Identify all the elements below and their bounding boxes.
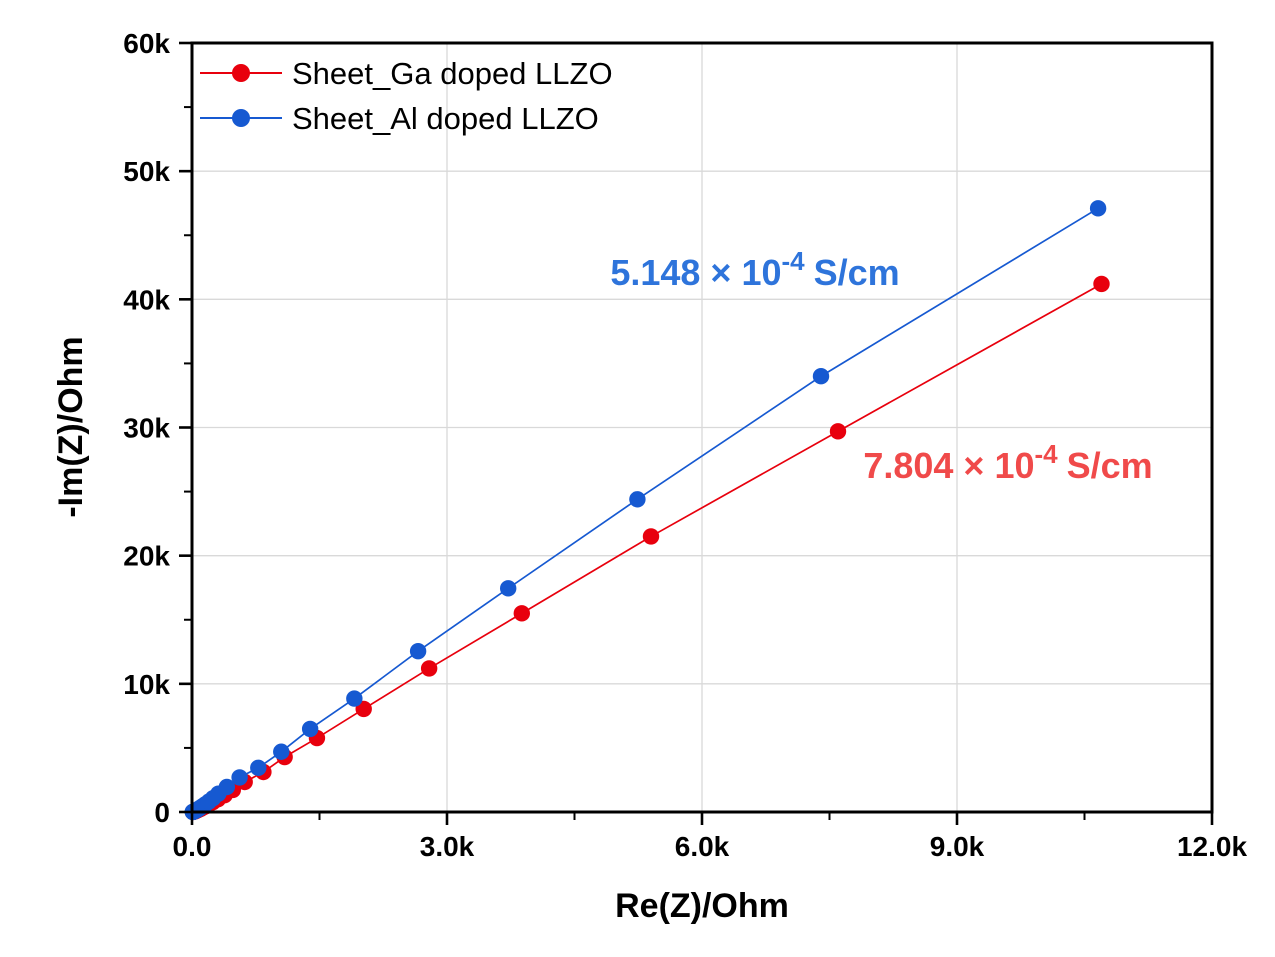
axis-ticks	[179, 41, 1214, 825]
data-point-series-1	[218, 778, 236, 796]
conductivity-annotation-al: 5.148 × 10-4 S/cm	[610, 246, 899, 293]
data-series-layer	[184, 200, 1110, 821]
legend-label-al-doped: Sheet_Al doped LLZO	[292, 101, 599, 136]
annotation-exponent: -4	[782, 246, 806, 276]
data-point-series-1	[1089, 200, 1107, 217]
data-point-series-1	[409, 642, 427, 660]
data-point-series-1	[812, 368, 830, 385]
y-tick-label: 30k	[123, 413, 170, 444]
annotation-value: 7.804 × 10	[863, 445, 1034, 486]
x-axis-title: Re(Z)/Ohm	[615, 887, 789, 925]
annotation-unit: S/cm	[814, 252, 900, 293]
legend-marker-layer	[200, 64, 282, 127]
y-tick-label: 0	[154, 797, 170, 828]
y-tick-label: 10k	[123, 669, 170, 700]
data-point-series-0	[513, 605, 530, 622]
y-tick-label: 40k	[123, 284, 170, 315]
y-tick-label: 20k	[123, 541, 170, 572]
x-tick-label: 0.0	[173, 831, 212, 862]
axis-tick-labels: 0.0 3.0k 6.0k 9.0k 12.0k 0 10k 20k 30k 40k 50k 60k	[123, 28, 1247, 862]
data-point-series-1	[231, 769, 248, 786]
y-tick-label: 60k	[123, 28, 170, 59]
x-tick-label: 6.0k	[675, 831, 730, 862]
data-point-series-1	[346, 690, 363, 707]
data-point-series-0	[420, 660, 438, 677]
data-point-series-1	[273, 743, 290, 760]
conductivity-annotation-ga: 7.804 × 10-4 S/cm	[863, 439, 1152, 486]
y-tick-label: 50k	[123, 156, 170, 187]
legend-marker-1	[232, 109, 250, 127]
data-point-series-0	[1093, 275, 1110, 293]
legend: Sheet_Ga doped LLZO Sheet_Al doped LLZO	[200, 56, 613, 136]
data-point-series-1	[629, 491, 646, 508]
data-point-series-1	[500, 580, 517, 597]
gridlines	[192, 43, 1212, 812]
y-axis-title: -Im(Z)/Ohm	[52, 336, 90, 517]
series-line-0	[192, 283, 1102, 813]
annotation-value: 5.148 × 10	[610, 252, 781, 293]
legend-marker-0	[232, 64, 250, 82]
data-point-series-0	[642, 528, 660, 545]
annotation-unit: S/cm	[1067, 445, 1153, 486]
x-tick-label: 9.0k	[930, 831, 985, 862]
data-point-series-1	[250, 759, 267, 776]
legend-label-ga-doped: Sheet_Ga doped LLZO	[292, 56, 613, 91]
x-tick-label: 12.0k	[1177, 831, 1247, 862]
data-point-series-1	[301, 720, 319, 738]
annotation-exponent: -4	[1035, 439, 1059, 469]
x-tick-label: 3.0k	[420, 831, 475, 862]
data-point-series-0	[829, 423, 847, 440]
